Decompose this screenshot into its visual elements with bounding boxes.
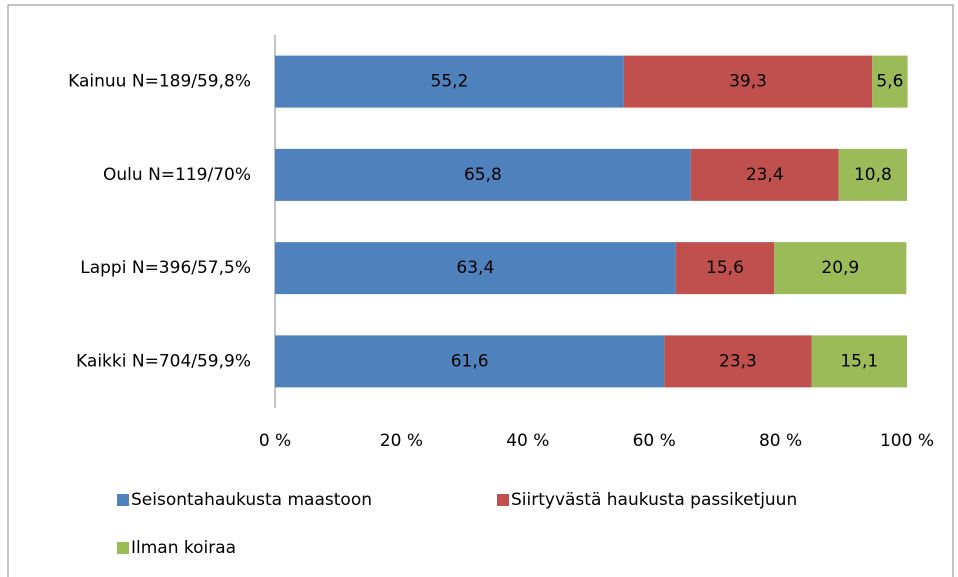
data-label: 5,6 — [876, 72, 903, 92]
bar-segment — [275, 335, 665, 388]
data-label: 61,6 — [451, 351, 489, 371]
legend-swatch — [497, 494, 509, 506]
data-label: 15,6 — [706, 258, 744, 278]
bar-segment — [675, 242, 775, 295]
data-label: 20,9 — [821, 258, 859, 278]
x-tick-label: 40 % — [506, 431, 549, 451]
data-label: 10,8 — [854, 165, 892, 185]
data-label: 55,2 — [431, 72, 469, 92]
bar-segment — [275, 242, 676, 295]
bar-segment — [275, 55, 624, 108]
x-tick-label: 20 % — [380, 431, 423, 451]
bar-segment — [811, 335, 907, 388]
bar-segment — [774, 242, 907, 295]
data-label: 65,8 — [464, 165, 502, 185]
data-label: 39,3 — [729, 72, 767, 92]
data-label: 23,4 — [746, 165, 784, 185]
data-label: 23,3 — [719, 351, 757, 371]
x-tick-label: 80 % — [759, 431, 802, 451]
bar-segment — [838, 148, 907, 201]
data-label: 63,4 — [456, 258, 494, 278]
bar-segment — [690, 148, 839, 201]
legend-label: Seisontahaukusta maastoon — [131, 490, 372, 510]
legend-label: Siirtyvästä haukusta passiketjuun — [511, 490, 797, 510]
y-tick-label: Lappi N=396/57,5% — [80, 258, 251, 278]
y-tick-label: Kaikki N=704/59,9% — [76, 351, 251, 371]
bar-segment — [872, 55, 908, 108]
legend-swatch — [117, 542, 129, 554]
legend-label: Ilman koiraa — [131, 538, 236, 558]
x-tick-label: 60 % — [633, 431, 676, 451]
bar-segment — [275, 148, 691, 201]
bar-segment — [664, 335, 812, 388]
y-tick-label: Oulu N=119/70% — [103, 165, 251, 185]
x-tick-label: 100 % — [880, 431, 934, 451]
y-tick-label: Kainuu N=189/59,8% — [68, 72, 251, 92]
bar-segment — [623, 55, 873, 108]
data-label: 15,1 — [840, 351, 878, 371]
legend-swatch — [117, 494, 129, 506]
x-tick-label: 0 % — [259, 431, 291, 451]
